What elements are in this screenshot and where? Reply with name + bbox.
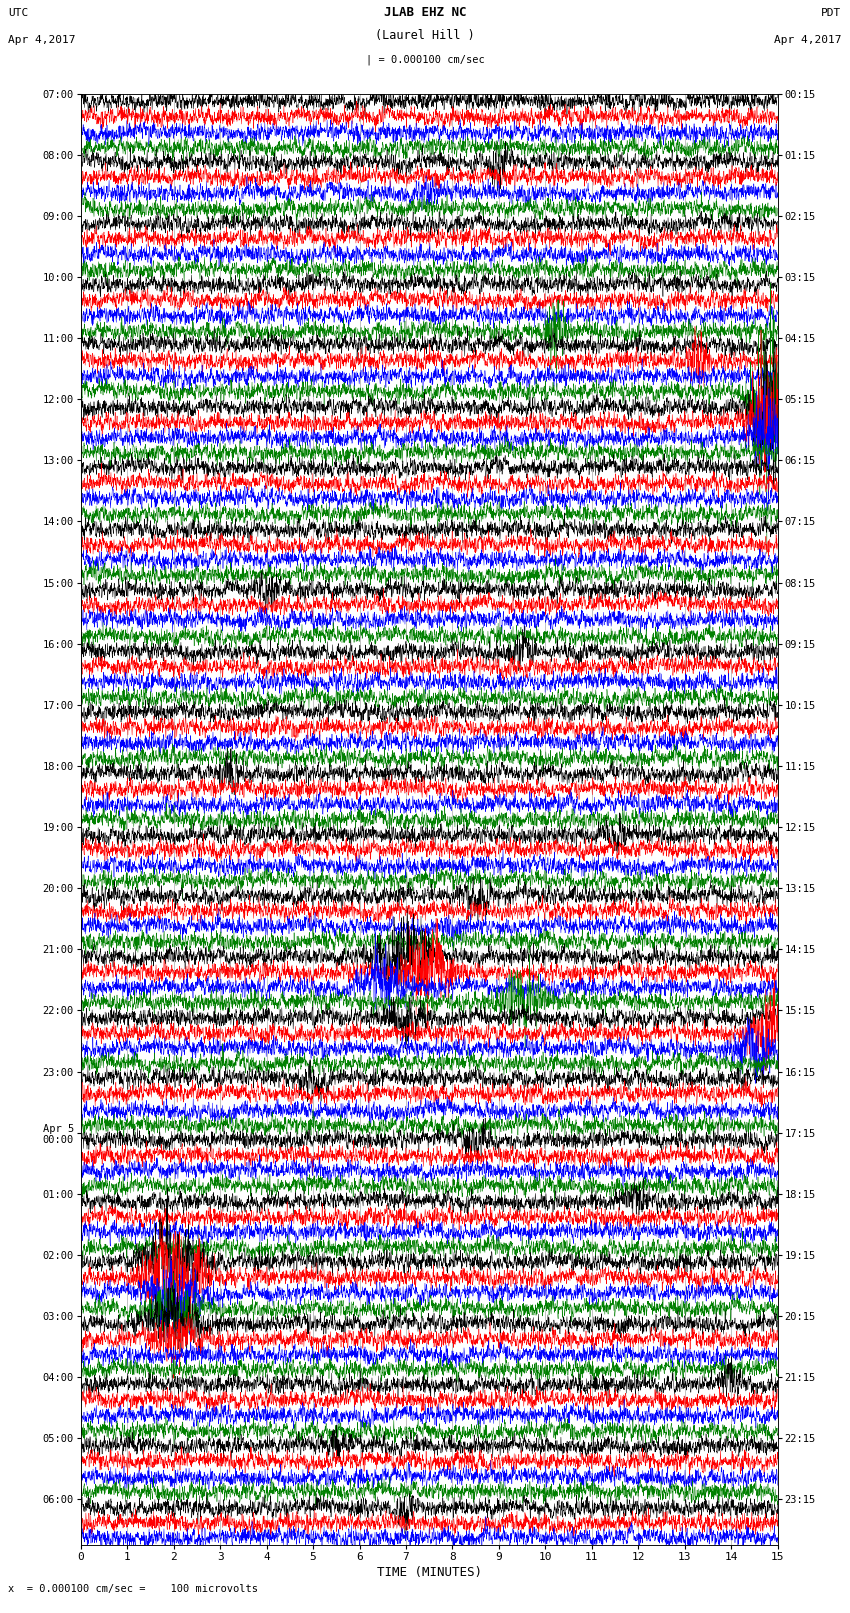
Text: JLAB EHZ NC: JLAB EHZ NC [383, 6, 467, 19]
Text: Apr 4,2017: Apr 4,2017 [8, 35, 76, 45]
X-axis label: TIME (MINUTES): TIME (MINUTES) [377, 1566, 482, 1579]
Text: x  = 0.000100 cm/sec =    100 microvolts: x = 0.000100 cm/sec = 100 microvolts [8, 1584, 258, 1594]
Text: UTC: UTC [8, 8, 29, 18]
Text: PDT: PDT [821, 8, 842, 18]
Text: | = 0.000100 cm/sec: | = 0.000100 cm/sec [366, 55, 484, 66]
Text: (Laurel Hill ): (Laurel Hill ) [375, 29, 475, 42]
Text: Apr 4,2017: Apr 4,2017 [774, 35, 842, 45]
